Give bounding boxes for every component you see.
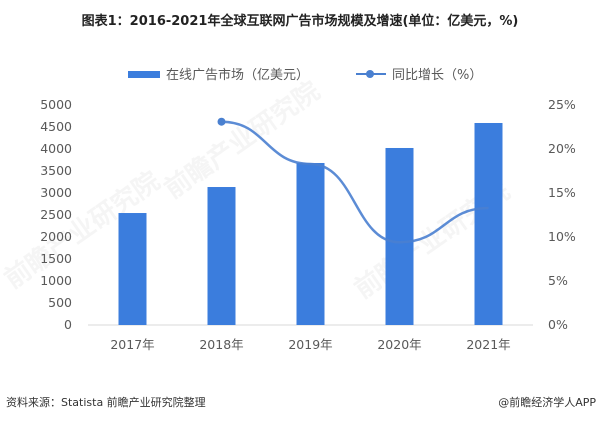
x-tick: 2021年: [466, 337, 511, 352]
legend-bar-swatch: [128, 71, 160, 78]
x-tick: 2020年: [377, 337, 422, 352]
x-tick: 2019年: [288, 337, 333, 352]
x-tick: 2018年: [199, 337, 244, 352]
left-y-tick: 4000: [40, 141, 72, 156]
left-y-tick: 2000: [40, 229, 72, 244]
growth-line: [221, 120, 489, 244]
bar-2021年: [474, 122, 503, 325]
left-y-tick: 0: [64, 317, 72, 332]
credit-note: @前瞻经济学人APP: [498, 396, 596, 409]
source-note: 资料来源：Statista 前瞻产业研究院整理: [6, 396, 206, 409]
bar-2017年: [118, 213, 147, 325]
x-tick: 2017年: [110, 337, 155, 352]
left-y-tick: 3500: [40, 163, 72, 178]
legend-line-marker: [366, 70, 374, 78]
left-y-tick: 1500: [40, 251, 72, 266]
left-y-tick: 2500: [40, 207, 72, 222]
legend-bar-label: 在线广告市场（亿美元）: [166, 68, 310, 83]
bar-2018年: [207, 187, 236, 325]
legend-line-label: 同比增长（%）: [392, 68, 483, 83]
left-y-tick: 1000: [40, 273, 72, 288]
left-y-tick: 4500: [40, 119, 72, 134]
growth-point: [217, 117, 226, 126]
right-y-tick: 0%: [548, 317, 568, 332]
bar-2019年: [296, 162, 325, 325]
chart-title: 图表1：2016-2021年全球互联网广告市场规模及增速(单位：亿美元，%): [81, 14, 519, 29]
left-y-tick: 5000: [40, 97, 72, 112]
right-y-tick: 20%: [548, 141, 576, 156]
right-y-tick: 5%: [548, 273, 568, 288]
right-y-tick: 15%: [548, 185, 576, 200]
left-y-tick: 3000: [40, 185, 72, 200]
bar-2020年: [385, 147, 414, 325]
left-y-tick: 500: [48, 295, 72, 310]
legend: 在线广告市场（亿美元） 同比增长（%）: [0, 63, 600, 83]
right-y-tick: 25%: [548, 97, 576, 112]
right-y-tick: 10%: [548, 229, 576, 244]
